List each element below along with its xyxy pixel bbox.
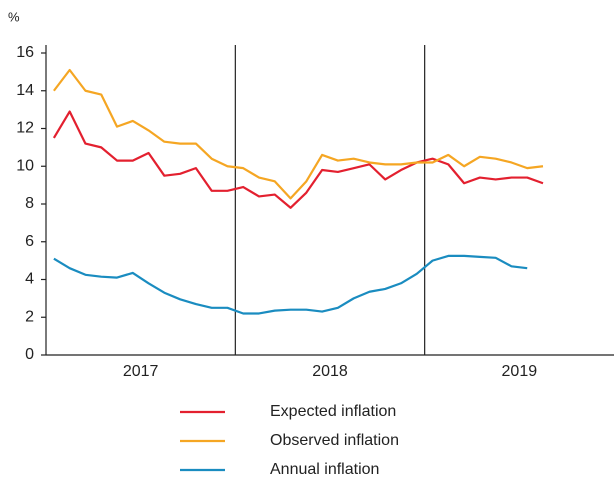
- y-tick-label: 12: [16, 120, 34, 137]
- series-line: [53, 254, 528, 315]
- x-group-label: 2017: [123, 363, 159, 380]
- y-tick-label: 2: [25, 308, 34, 325]
- legend-label: Observed inflation: [270, 432, 399, 449]
- series-line: [52, 110, 544, 209]
- legend-label: Expected inflation: [270, 403, 396, 420]
- y-tick-label: 0: [25, 346, 34, 363]
- y-unit: %: [8, 9, 20, 24]
- x-group-label: 2018: [312, 363, 348, 380]
- series-line: [53, 68, 544, 200]
- y-tick-label: 14: [16, 82, 34, 99]
- x-group-label: 2019: [502, 363, 538, 380]
- legend-label: Annual inflation: [270, 461, 379, 478]
- y-tick-label: 10: [16, 157, 34, 174]
- y-tick-label: 16: [16, 44, 34, 61]
- y-tick-label: 6: [25, 233, 34, 250]
- y-tick-label: 4: [25, 271, 34, 288]
- y-tick-label: 8: [25, 195, 34, 212]
